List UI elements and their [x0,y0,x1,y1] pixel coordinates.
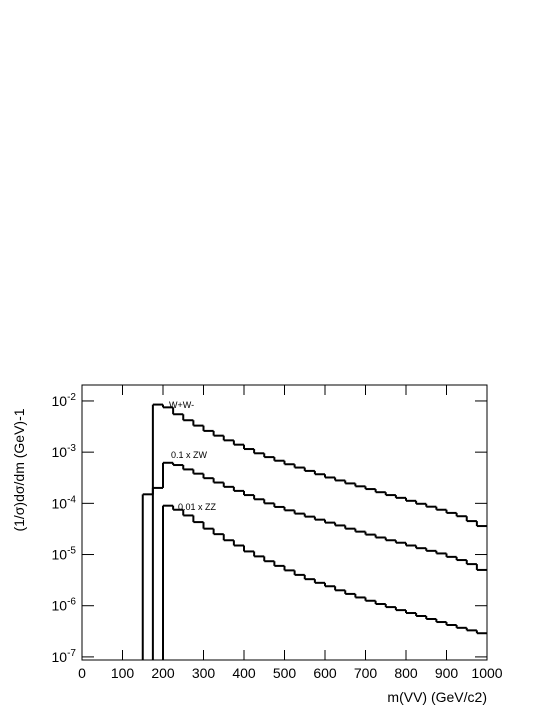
series-label: W+W- [169,400,194,410]
y-tick-label: 10-3 [52,443,77,460]
y-tick-label: 10-4 [52,494,77,511]
series-label: 0.01 x ZZ [178,502,217,512]
x-tick-label: 0 [78,665,86,681]
y-tick-label: 10-7 [52,648,77,665]
x-tick-label: 100 [111,665,135,681]
x-tick-label: 700 [354,665,378,681]
y-tick-label: 10-5 [52,546,77,563]
x-tick-label: 800 [394,665,418,681]
x-tick-label: 300 [192,665,216,681]
x-tick-label: 200 [151,665,175,681]
x-tick-label: 500 [273,665,297,681]
x-tick-label: 1000 [471,665,502,681]
x-tick-label: 600 [313,665,337,681]
x-tick-label: 900 [435,665,459,681]
y-tick-label: 10-2 [52,392,77,409]
series-label: 0.1 x ZW [171,450,208,460]
x-tick-label: 400 [232,665,256,681]
x-axis-label: m(VV) (GeV/c2) [387,689,487,705]
y-tick-label: 10-6 [52,597,77,614]
y-axis-label: (1/σ)dσ/dm (GeV)-1 [11,408,27,531]
